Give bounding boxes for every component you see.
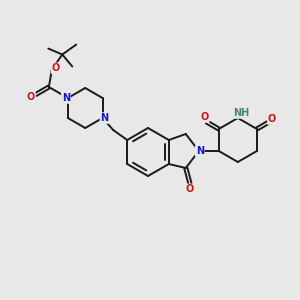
Text: N: N: [196, 146, 204, 156]
Text: O: O: [268, 114, 276, 124]
Text: N: N: [62, 93, 70, 103]
Text: O: O: [200, 112, 209, 122]
Text: NH: NH: [233, 108, 249, 118]
Text: O: O: [27, 92, 35, 101]
Text: O: O: [52, 63, 60, 73]
Text: O: O: [186, 184, 194, 194]
Text: N: N: [100, 113, 109, 123]
